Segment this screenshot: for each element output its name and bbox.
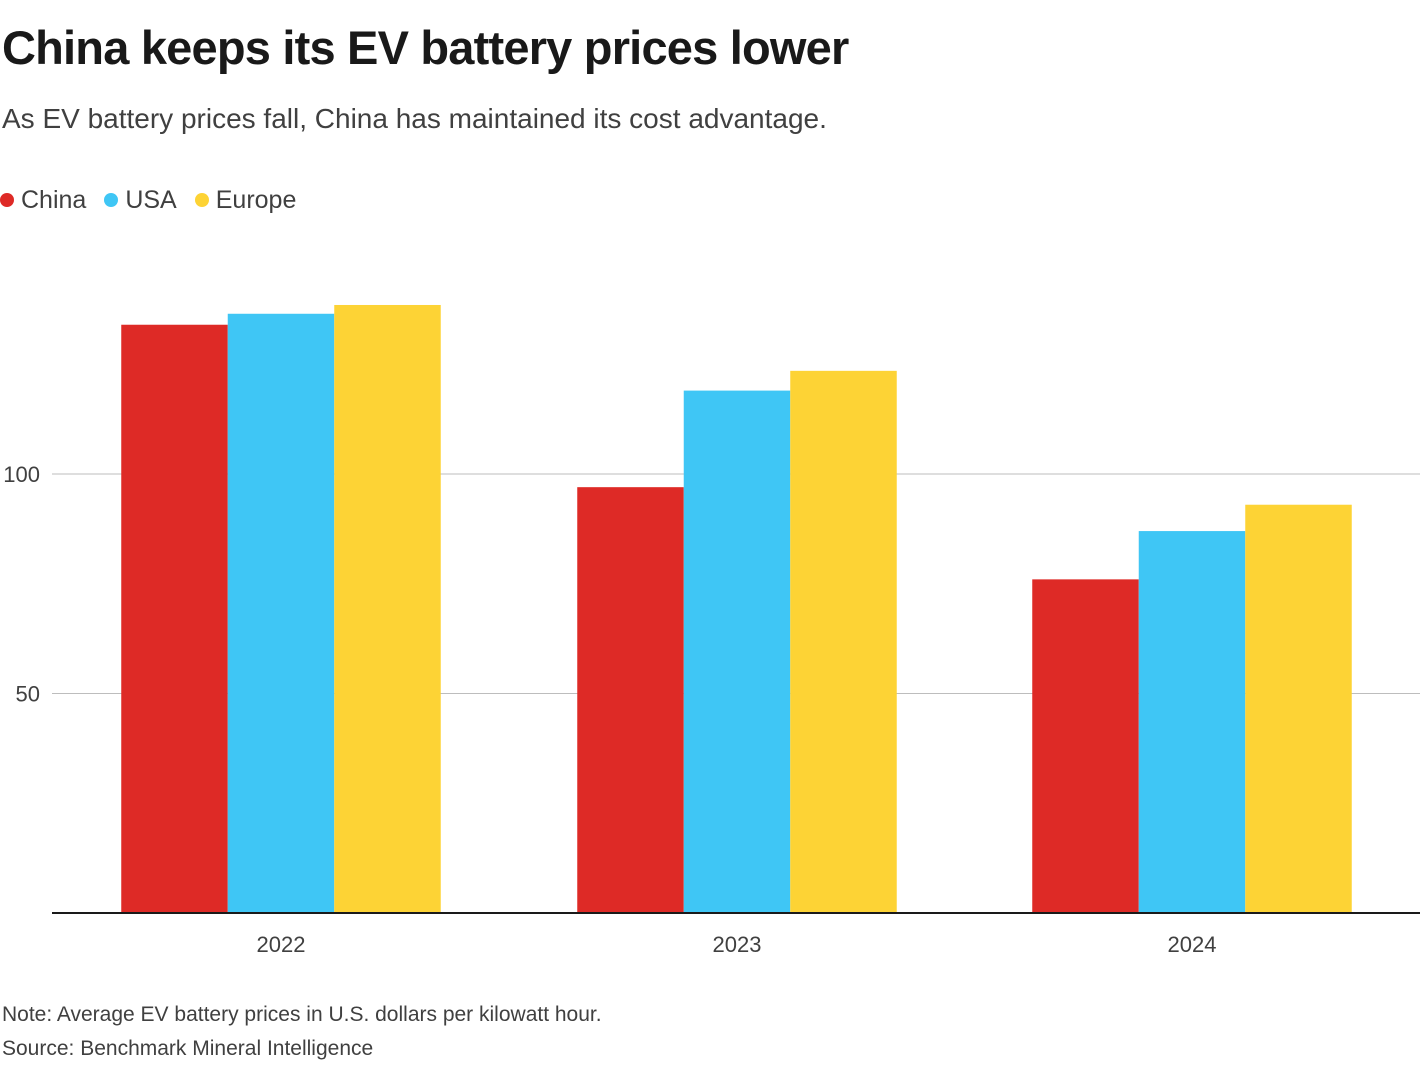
y-tick-label-50: 50 xyxy=(16,682,40,707)
legend-label-china: China xyxy=(21,185,87,214)
bar-usa-2022 xyxy=(227,313,335,913)
bar-china-2022 xyxy=(121,324,228,913)
chart-source: Source: Benchmark Mineral Intelligence xyxy=(2,1037,374,1060)
chart-subtitle: As EV battery prices fall, China has mai… xyxy=(2,103,827,134)
bar-china-2023 xyxy=(577,487,684,913)
legend-item-europe: Europe xyxy=(194,185,297,215)
x-tick-label-2024: 2024 xyxy=(1168,932,1217,957)
y-tick-label-100: 100 xyxy=(3,462,40,487)
legend: China USA Europe xyxy=(0,183,314,217)
legend-item-usa: USA xyxy=(104,185,177,215)
legend-label-europe: Europe xyxy=(215,185,297,214)
bar-usa-2024 xyxy=(1138,531,1246,913)
legend-item-china: China xyxy=(0,186,86,215)
legend-swatch-usa xyxy=(104,193,119,207)
chart-title: China keeps its EV battery prices lower xyxy=(2,21,849,74)
chart-note: Note: Average EV battery prices in U.S. … xyxy=(2,1003,602,1026)
bar-europe-2023 xyxy=(790,370,897,914)
bar-china-2024 xyxy=(1032,579,1139,913)
x-tick-label-2023: 2023 xyxy=(713,932,762,957)
bar-usa-2023 xyxy=(683,390,791,914)
bar-europe-2024 xyxy=(1245,504,1352,913)
x-tick-label-2022: 2022 xyxy=(257,932,306,957)
legend-label-usa: USA xyxy=(125,185,177,214)
bar-chart: 50 100 2022 2023 2024 xyxy=(3,304,1420,957)
legend-swatch-europe xyxy=(194,193,209,207)
bar-europe-2022 xyxy=(334,304,441,913)
legend-swatch-china xyxy=(0,193,14,207)
